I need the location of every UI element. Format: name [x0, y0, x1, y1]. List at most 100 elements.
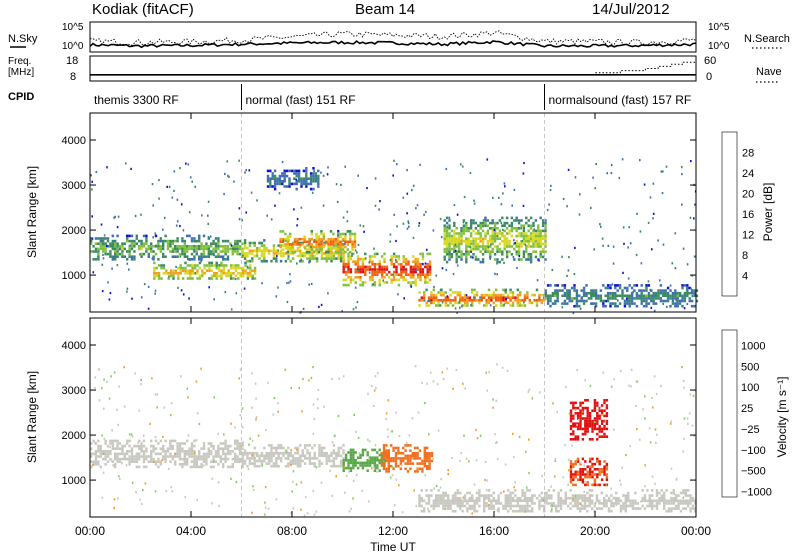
velocity-cell: [299, 459, 302, 463]
power-cell: [289, 259, 292, 263]
velocity-cell: [306, 451, 309, 455]
power-cell: [493, 232, 497, 235]
velocity-speck: [531, 397, 534, 400]
power-cell: [570, 299, 574, 303]
power-cell: [186, 277, 190, 280]
power-cell: [255, 246, 259, 250]
velocity-speck: [628, 384, 630, 387]
power-cell: [109, 252, 112, 256]
velocity-cell: [178, 447, 182, 450]
power-cell: [111, 255, 114, 258]
velocity-speck: [639, 438, 641, 441]
velocity-cell: [330, 464, 333, 468]
power-cell: [445, 229, 449, 233]
power-speck: [207, 214, 209, 217]
power-cell: [640, 299, 643, 303]
velocity-cell: [509, 502, 512, 505]
power-speck: [419, 163, 421, 166]
power-cell: [286, 235, 289, 238]
velocity-speck: [238, 377, 240, 380]
power-cell: [534, 242, 538, 246]
velocity-cell: [643, 494, 647, 497]
velocity-cell: [646, 504, 649, 508]
velocity-cell: [579, 473, 582, 476]
power-speck: [125, 162, 127, 165]
power-cell: [674, 289, 677, 292]
power-cell: [388, 276, 391, 279]
power-speck: [209, 235, 212, 238]
power-speck: [129, 244, 131, 247]
power-cell: [301, 252, 304, 255]
velocity-cell: [140, 450, 143, 453]
power-cell: [323, 257, 326, 260]
velocity-cell: [497, 496, 500, 500]
velocity-speck: [528, 388, 531, 391]
velocity-cell: [607, 499, 611, 503]
velocity-cell: [451, 499, 455, 503]
power-cell: [281, 230, 285, 233]
velocity-cell: [390, 457, 393, 460]
power-cell: [400, 265, 403, 269]
power-cell: [537, 227, 540, 230]
velocity-cell: [574, 425, 577, 428]
power-cell: [196, 272, 199, 275]
velocity-cell: [128, 439, 131, 443]
power-speck: [492, 196, 494, 199]
velocity-cell: [600, 470, 604, 474]
power-cell: [491, 250, 494, 253]
power-cell: [659, 289, 663, 292]
velocity-cell: [198, 465, 201, 469]
velocity-cell: [586, 473, 589, 476]
power-cell: [237, 264, 240, 267]
power-cell: [279, 230, 282, 233]
power-cell: [244, 269, 247, 272]
velocity-speck: [234, 426, 236, 429]
velocity-cell: [591, 422, 594, 425]
velocity-cell: [318, 444, 321, 447]
power-speck: [147, 285, 150, 288]
power-cell: [561, 289, 564, 292]
power-cell: [541, 234, 545, 238]
power-cell: [226, 247, 230, 251]
power-cell: [418, 304, 421, 307]
power-speck: [107, 281, 109, 284]
velocity-cell: [514, 504, 517, 508]
velocity-cell: [420, 499, 423, 503]
velocity-cell: [593, 473, 597, 476]
velocity-cell: [475, 491, 479, 495]
power-speck: [103, 234, 106, 237]
power-cell: [456, 301, 459, 305]
velocity-cell: [571, 496, 575, 500]
power-cell: [437, 304, 440, 307]
velocity-cell: [682, 499, 685, 503]
velocity-speck: [554, 459, 557, 462]
velocity-cell: [183, 460, 186, 463]
power-cell: [499, 293, 503, 297]
velocity-cell: [581, 470, 585, 474]
velocity-cell: [569, 496, 572, 500]
power-cell: [356, 257, 360, 261]
power-speck: [234, 278, 237, 281]
velocity-speck: [211, 502, 213, 505]
velocity-cell: [499, 491, 503, 495]
power-cell: [623, 286, 627, 290]
power-cell: [477, 237, 480, 240]
power-cell: [455, 227, 458, 230]
power-cell: [215, 277, 218, 280]
power-cell: [568, 299, 571, 303]
velocity-speck: [400, 464, 403, 467]
power-cell: [349, 255, 353, 258]
power-cell: [150, 242, 153, 245]
velocity-speck: [196, 412, 199, 415]
velocity-cell: [157, 442, 160, 445]
power-cell: [301, 241, 304, 245]
power-cell: [159, 237, 162, 240]
velocity-cell: [605, 473, 609, 476]
velocity-cell: [128, 460, 131, 463]
power-cell: [508, 242, 511, 246]
velocity-cell: [583, 499, 587, 503]
power-cell: [427, 304, 431, 307]
power-cell: [219, 250, 222, 253]
velocity-cell: [567, 504, 570, 508]
